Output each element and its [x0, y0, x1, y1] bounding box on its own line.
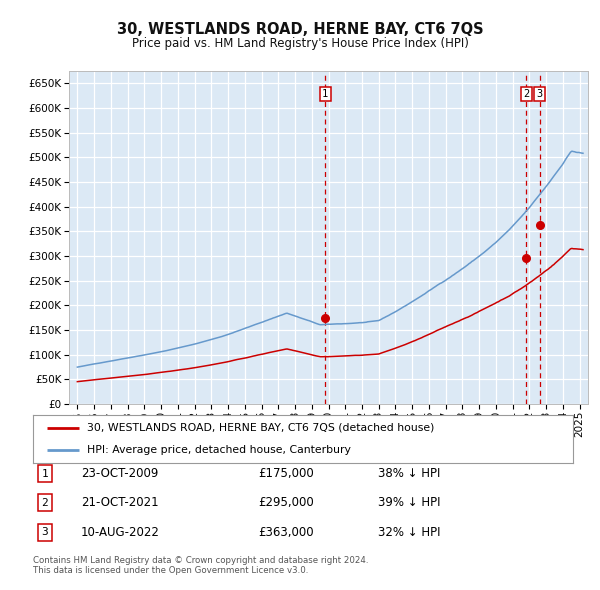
Text: 23-OCT-2009: 23-OCT-2009	[81, 467, 158, 480]
Text: £295,000: £295,000	[258, 496, 314, 509]
Text: 10-AUG-2022: 10-AUG-2022	[81, 526, 160, 539]
Text: 21-OCT-2021: 21-OCT-2021	[81, 496, 158, 509]
Text: £363,000: £363,000	[258, 526, 314, 539]
Text: 32% ↓ HPI: 32% ↓ HPI	[378, 526, 440, 539]
Text: Contains HM Land Registry data © Crown copyright and database right 2024.: Contains HM Land Registry data © Crown c…	[33, 556, 368, 565]
Text: 1: 1	[41, 469, 49, 478]
Text: 2: 2	[41, 498, 49, 507]
Text: 3: 3	[41, 527, 49, 537]
Text: 3: 3	[536, 89, 543, 99]
Text: Price paid vs. HM Land Registry's House Price Index (HPI): Price paid vs. HM Land Registry's House …	[131, 37, 469, 50]
Text: HPI: Average price, detached house, Canterbury: HPI: Average price, detached house, Cant…	[87, 445, 351, 455]
Text: This data is licensed under the Open Government Licence v3.0.: This data is licensed under the Open Gov…	[33, 566, 308, 575]
Text: 38% ↓ HPI: 38% ↓ HPI	[378, 467, 440, 480]
Text: £175,000: £175,000	[258, 467, 314, 480]
Text: 39% ↓ HPI: 39% ↓ HPI	[378, 496, 440, 509]
Text: 30, WESTLANDS ROAD, HERNE BAY, CT6 7QS (detached house): 30, WESTLANDS ROAD, HERNE BAY, CT6 7QS (…	[87, 423, 434, 433]
Text: 2: 2	[523, 89, 529, 99]
Text: 30, WESTLANDS ROAD, HERNE BAY, CT6 7QS: 30, WESTLANDS ROAD, HERNE BAY, CT6 7QS	[116, 22, 484, 37]
Text: 1: 1	[322, 89, 328, 99]
